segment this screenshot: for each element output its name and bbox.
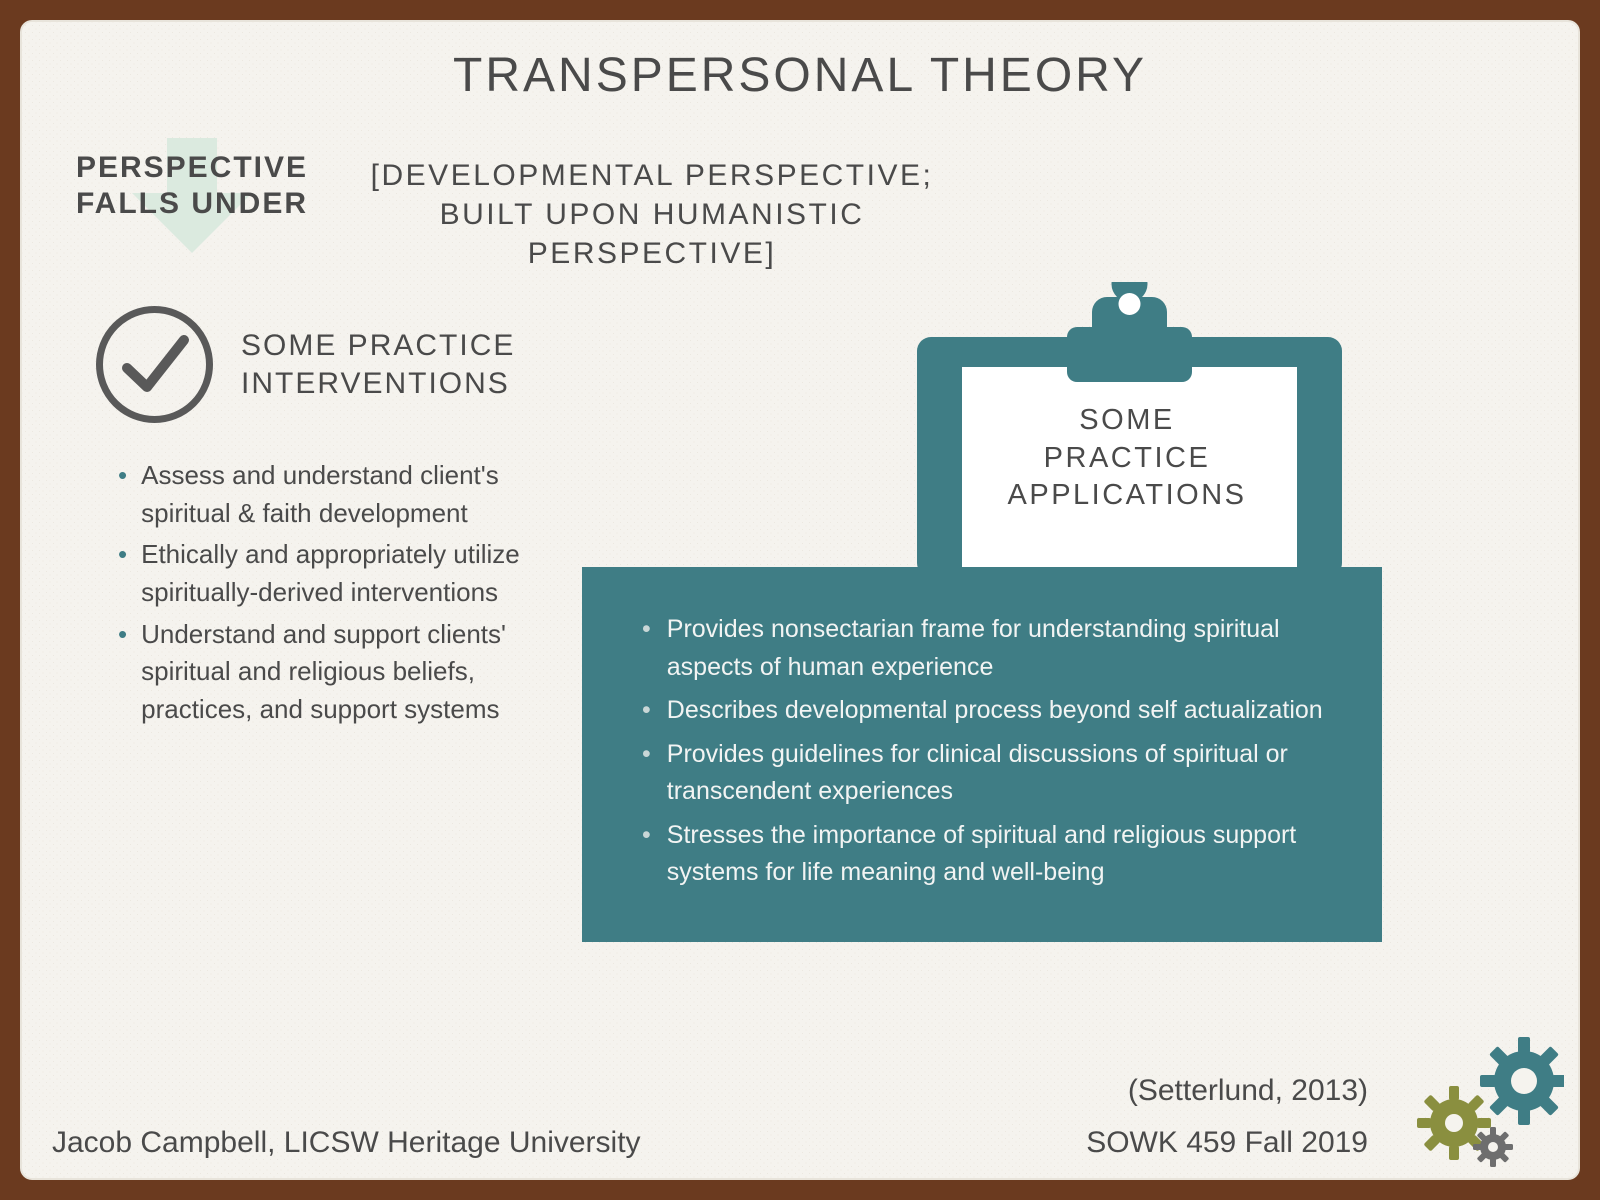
interventions-header: SOME PRACTICE INTERVENTIONS: [92, 302, 612, 427]
bullet-icon: •: [118, 616, 127, 729]
list-item-text: Ethically and appropriately utilize spir…: [141, 536, 558, 611]
bullet-icon: •: [642, 611, 651, 686]
citation-text: (Setterlund, 2013): [1128, 1074, 1368, 1108]
applications-box: • Provides nonsectarian frame for unders…: [582, 567, 1382, 942]
interventions-list: • Assess and understand client's spiritu…: [118, 457, 558, 733]
bullet-icon: •: [118, 536, 127, 611]
applications-heading: SOME PRACTICE APPLICATIONS: [1007, 402, 1247, 515]
bullet-icon: •: [118, 457, 127, 532]
bullet-icon: •: [642, 692, 651, 730]
perspective-arrow-block: PERSPECTIVE FALLS UNDER: [72, 150, 312, 222]
list-item: • Assess and understand client's spiritu…: [118, 457, 558, 532]
list-item-text: Provides nonsectarian frame for understa…: [667, 611, 1338, 686]
perspective-label-line2: FALLS UNDER: [76, 187, 308, 220]
list-item: • Understand and support clients' spirit…: [118, 616, 558, 729]
list-item: • Stresses the importance of spiritual a…: [642, 817, 1338, 892]
slide: TRANSPERSONAL THEORY PERSPECTIVE FALLS U…: [20, 20, 1580, 1180]
perspective-label-line1: PERSPECTIVE: [76, 151, 308, 184]
footer-course: SOWK 459 Fall 2019: [1086, 1126, 1368, 1160]
list-item-text: Describes developmental process beyond s…: [667, 692, 1323, 730]
list-item-text: Stresses the importance of spiritual and…: [667, 817, 1338, 892]
list-item-text: Provides guidelines for clinical discuss…: [667, 736, 1338, 811]
list-item-text: Understand and support clients' spiritua…: [141, 616, 558, 729]
slide-title: TRANSPERSONAL THEORY: [22, 48, 1578, 103]
bullet-icon: •: [642, 817, 651, 892]
list-item-text: Assess and understand client's spiritual…: [141, 457, 558, 532]
bullet-icon: •: [642, 736, 651, 811]
list-item: • Provides guidelines for clinical discu…: [642, 736, 1338, 811]
interventions-heading: SOME PRACTICE INTERVENTIONS: [241, 327, 612, 402]
list-item: • Ethically and appropriately utilize sp…: [118, 536, 558, 611]
perspective-description: [DEVELOPMENTAL PERSPECTIVE; BUILT UPON H…: [342, 156, 962, 273]
gears-icon: [1399, 1033, 1564, 1168]
list-item: • Describes developmental process beyond…: [642, 692, 1338, 730]
perspective-label: PERSPECTIVE FALLS UNDER: [72, 150, 312, 222]
checkmark-circle-icon: [92, 302, 217, 427]
list-item: • Provides nonsectarian frame for unders…: [642, 611, 1338, 686]
footer-author: Jacob Campbell, LICSW Heritage Universit…: [52, 1126, 641, 1160]
